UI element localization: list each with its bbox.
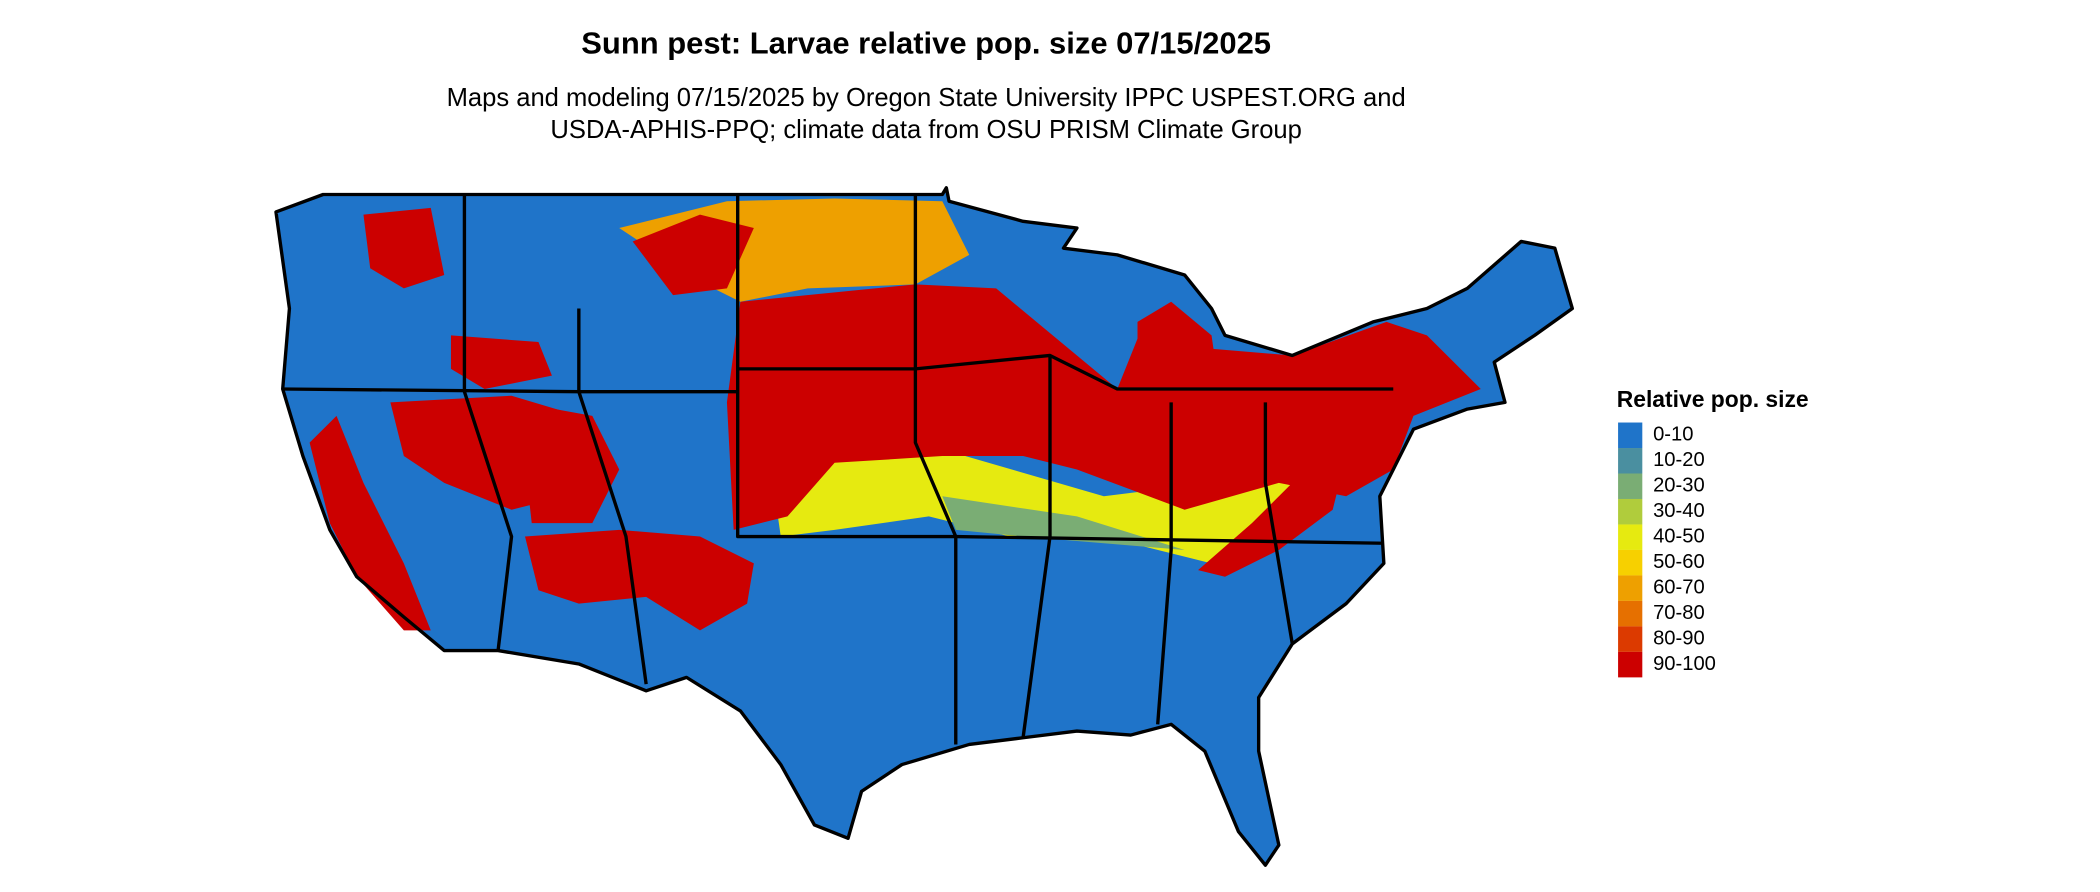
legend-swatch bbox=[1618, 600, 1643, 627]
legend-label: 50-60 bbox=[1653, 551, 1705, 573]
legend-swatch bbox=[1618, 651, 1643, 678]
state-borders bbox=[274, 186, 1574, 867]
legend-swatch bbox=[1618, 448, 1643, 474]
legend-label: 40-50 bbox=[1653, 526, 1705, 548]
state-border bbox=[462, 194, 514, 651]
legend-label: 0-10 bbox=[1653, 424, 1693, 446]
legend-swatch bbox=[1618, 422, 1643, 449]
state-border bbox=[913, 194, 958, 745]
legend-swatch bbox=[1618, 524, 1643, 550]
legend-label: 30-40 bbox=[1653, 500, 1705, 522]
state-border bbox=[1156, 402, 1173, 725]
state-border bbox=[1021, 355, 1052, 738]
legend-swatch bbox=[1618, 575, 1643, 601]
state-border bbox=[1263, 402, 1294, 645]
legend-swatch bbox=[1618, 549, 1643, 576]
legend-label: 20-30 bbox=[1653, 475, 1705, 497]
legend-label: 90-100 bbox=[1653, 653, 1716, 675]
national-border bbox=[274, 186, 1574, 867]
red-southwest bbox=[525, 529, 754, 631]
legend-label: 80-90 bbox=[1653, 628, 1705, 650]
red-northwest bbox=[363, 207, 445, 289]
legend-label: 10-20 bbox=[1653, 449, 1705, 471]
red-idaho bbox=[450, 335, 552, 389]
yellow-band bbox=[767, 442, 1347, 564]
subtitle-line: USDA-APHIS-PPQ; climate data from OSU PR… bbox=[550, 116, 1301, 144]
red-north bbox=[632, 214, 754, 296]
red-michigan bbox=[1137, 301, 1219, 403]
legend: 0-10 10-20 20-30 30-40 40-50 50-60 60-70 70-80 8… bbox=[1618, 422, 1716, 678]
legend-swatch bbox=[1618, 498, 1643, 525]
legend-swatch bbox=[1618, 473, 1643, 499]
legend-title: Relative pop. size bbox=[1617, 386, 1809, 412]
green-band bbox=[942, 496, 1185, 550]
state-border bbox=[577, 308, 648, 685]
legend-label: 70-80 bbox=[1653, 602, 1705, 624]
map bbox=[274, 186, 1574, 867]
title: Sunn pest: Larvae relative pop. size 07/… bbox=[581, 26, 1271, 61]
legend-swatch bbox=[1618, 626, 1643, 652]
red-utah bbox=[518, 402, 620, 524]
red-california bbox=[309, 415, 431, 631]
legend-label: 60-70 bbox=[1653, 577, 1705, 599]
subtitle-line: Maps and modeling 07/15/2025 by Oregon S… bbox=[447, 84, 1406, 112]
